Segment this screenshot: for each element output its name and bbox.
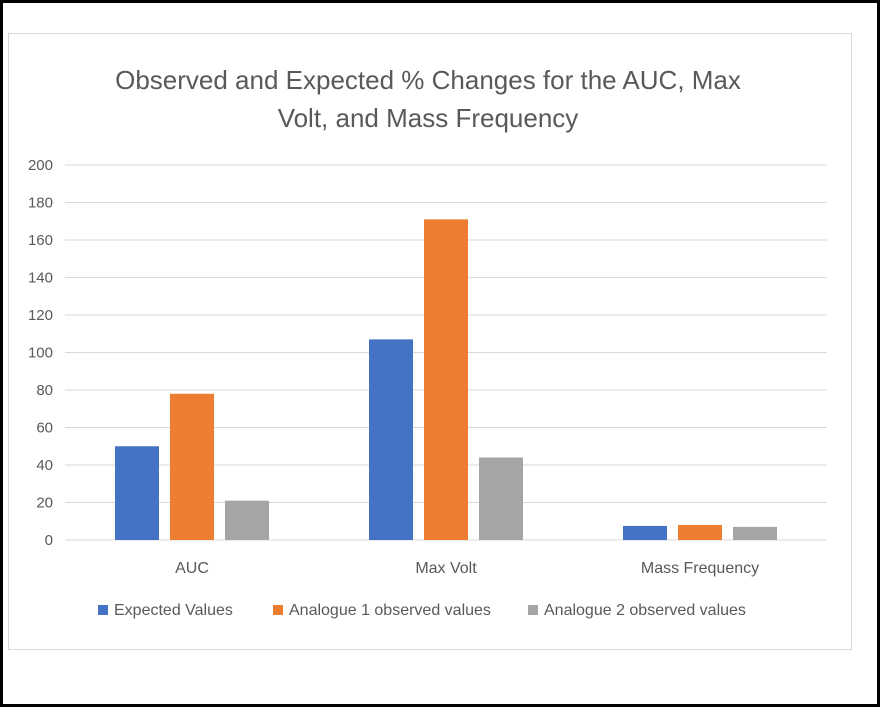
- chart-area: Observed and Expected % Changes for the …: [8, 33, 852, 650]
- bar-2-2: [424, 219, 468, 540]
- bar-3-1: [225, 500, 269, 540]
- y-axis-tick-labels: 0 20 40 60 80 100 120 140 160 180 200: [28, 157, 53, 549]
- x-category-label: AUC: [175, 560, 209, 577]
- bar-1-3: [623, 525, 667, 540]
- legend-swatch-2: [273, 605, 283, 615]
- legend-label-2: Analogue 1 observed values: [289, 602, 491, 619]
- bar-1-1: [115, 446, 159, 540]
- legend-label-1: Expected Values: [114, 602, 233, 619]
- chart-title: Observed and Expected % Changes for the …: [115, 65, 741, 133]
- x-category-label: Max Volt: [415, 560, 477, 577]
- y-tick-label: 60: [36, 420, 53, 437]
- y-tick-label: 100: [28, 345, 53, 362]
- legend-label-3: Analogue 2 observed values: [544, 602, 746, 619]
- y-tick-label: 180: [28, 195, 53, 212]
- legend-swatch-3: [528, 605, 538, 615]
- y-tick-label: 140: [28, 270, 53, 287]
- y-tick-label: 0: [45, 532, 53, 549]
- bar-2-1: [170, 393, 214, 540]
- bar-3-2: [479, 457, 523, 540]
- bar-chart: Observed and Expected % Changes for the …: [28, 65, 827, 619]
- bars: [115, 219, 777, 540]
- bar-1-2: [369, 339, 413, 540]
- x-axis-category-labels: AUC Max Volt Mass Frequency: [175, 560, 759, 577]
- chart-title-line-1: Observed and Expected % Changes for the …: [115, 65, 741, 95]
- y-tick-label: 200: [28, 157, 53, 174]
- chart-title-line-2: Volt, and Mass Frequency: [278, 103, 579, 133]
- y-tick-label: 20: [36, 495, 53, 512]
- bar-2-3: [678, 525, 722, 540]
- x-category-label: Mass Frequency: [641, 560, 759, 577]
- bar-3-3: [733, 526, 777, 540]
- y-tick-label: 160: [28, 232, 53, 249]
- y-tick-label: 80: [36, 382, 53, 399]
- legend: Expected Values Analogue 1 observed value…: [98, 602, 746, 619]
- y-tick-label: 40: [36, 457, 53, 474]
- legend-swatch-1: [98, 605, 108, 615]
- y-tick-label: 120: [28, 307, 53, 324]
